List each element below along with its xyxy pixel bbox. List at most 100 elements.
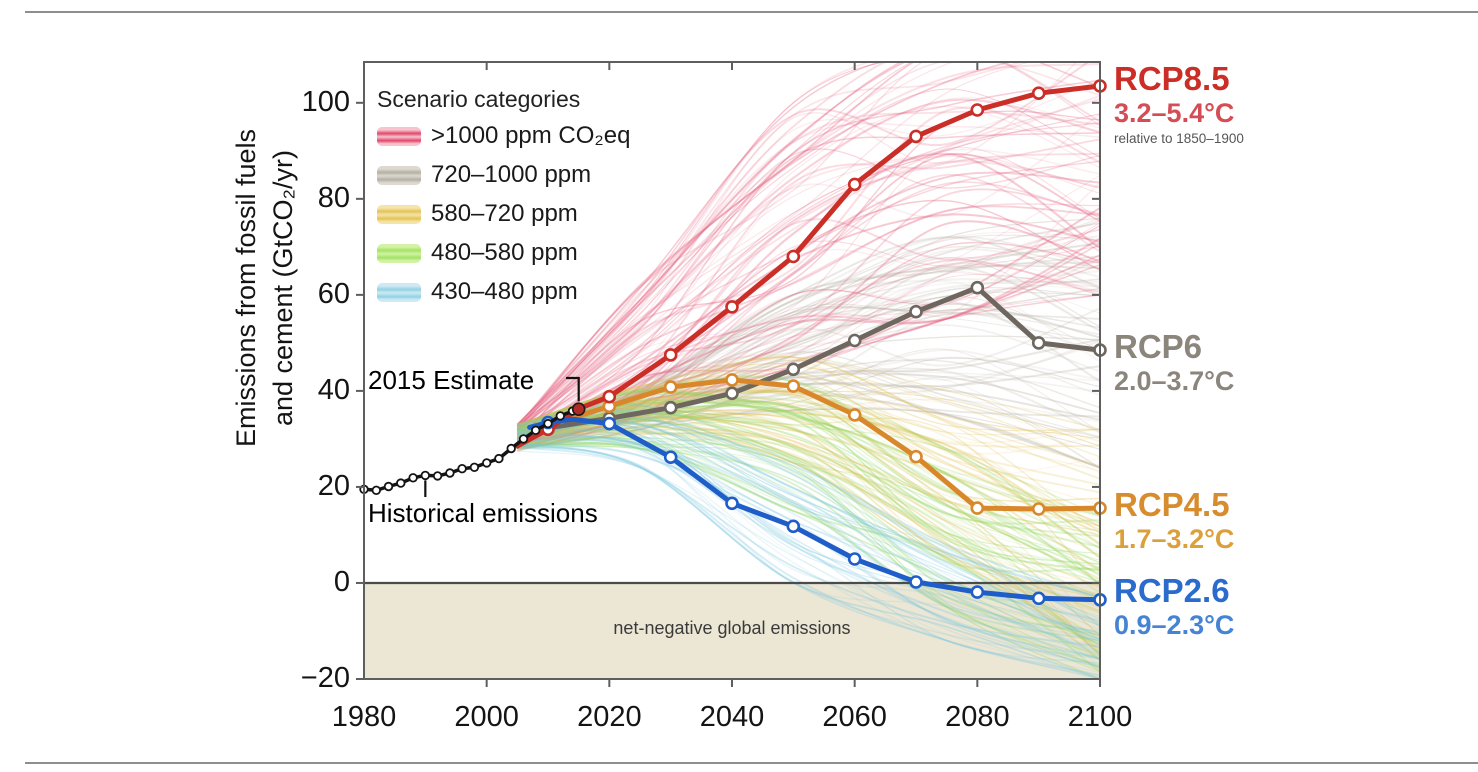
historical-emissions-annotation: Historical emissions [368, 498, 598, 528]
marker-rcp85 [725, 300, 739, 314]
x-tick-label: 2080 [945, 701, 1010, 733]
marker-rcp26 [602, 416, 617, 431]
marker-historical [518, 434, 529, 444]
rcp6-name: RCP6 [1114, 328, 1203, 365]
marker-rcp6 [663, 400, 678, 415]
x-tick-label: 2020 [577, 701, 642, 733]
legend-item-label: 720–1000 ppm [431, 161, 592, 188]
y-axis-label-line1: Emissions from fossil fuels [231, 128, 261, 448]
marker-rcp45 [847, 408, 862, 422]
net-negative-annotation: net-negative global emissions [613, 618, 851, 638]
marker-historical [531, 425, 541, 435]
marker-rcp45 [1031, 502, 1046, 516]
rcp45-temp: 1.7–3.2°C [1114, 524, 1235, 554]
marker-rcp6 [786, 362, 801, 377]
legend-item-label: 430–480 ppm [431, 278, 578, 305]
marker-rcp26 [786, 519, 801, 534]
legend-item: 720–1000 ppm [377, 161, 592, 188]
marker-rcp26 [725, 496, 739, 511]
legend-item: 430–480 ppm [377, 278, 578, 305]
y-tick-label: 60 [317, 277, 350, 310]
x-tick-label: 2100 [1067, 701, 1133, 733]
marker-historical [543, 418, 553, 429]
y-axis-label-line2: and cement (GtCO₂/yr) [268, 149, 298, 427]
rcp26-label-group: RCP2.6 0.9–2.3°C [1114, 574, 1235, 641]
estimate-connector-line [566, 376, 580, 402]
rcp85-note: relative to 1850–1900 [1114, 131, 1244, 146]
marker-rcp6 [725, 386, 739, 401]
marker-historical [482, 458, 492, 468]
marker-rcp45 [970, 501, 985, 515]
line-rcp6 [545, 285, 1103, 431]
y-tick-label: 40 [317, 373, 350, 406]
marker-historical [408, 473, 418, 483]
y-tick-label: 20 [317, 469, 350, 502]
legend-swatch [377, 282, 421, 302]
legend: Scenario categories >1000 ppm CO₂eq 720–1… [377, 86, 630, 305]
rcp85-label-group: RCP8.5 3.2–5.4°C relative to 1850–1900 [1114, 60, 1244, 147]
y-tick-label: 0 [333, 565, 350, 598]
x-tick-label: 1980 [331, 701, 397, 733]
marker-historical [420, 470, 430, 481]
marker-rcp45 [663, 380, 678, 394]
marker-historical [396, 478, 406, 488]
legend-swatch [377, 243, 421, 263]
y-tick-label: −20 [300, 662, 350, 694]
rcp6-temp: 2.0–3.7°C [1114, 366, 1235, 396]
marker-rcp85 [909, 129, 923, 144]
marker-rcp6 [847, 333, 862, 348]
rcp85-temp: 3.2–5.4°C [1114, 98, 1235, 128]
rcp26-temp: 0.9–2.3°C [1114, 610, 1235, 640]
estimate-2015-dot [571, 402, 586, 416]
legend-swatch [377, 126, 421, 146]
rcp85-name: RCP8.5 [1114, 60, 1230, 97]
legend-item: 480–580 ppm [377, 239, 578, 266]
marker-rcp85 [1031, 86, 1046, 100]
net-negative-region [364, 582, 1100, 679]
marker-rcp85 [786, 249, 801, 264]
legend-title: Scenario categories [377, 86, 581, 112]
marker-rcp26 [970, 585, 985, 599]
y-tick-label: 100 [301, 85, 350, 118]
marker-historical [383, 481, 394, 492]
marker-rcp85 [847, 177, 862, 192]
marker-historical [469, 462, 480, 472]
marker-rcp6 [1031, 336, 1046, 350]
bottom-rule [25, 762, 1478, 764]
legend-item-label: >1000 ppm CO₂eq [431, 122, 631, 149]
marker-rcp26 [909, 575, 923, 589]
tick-marks [356, 62, 1101, 687]
legend-item: 580–720 ppm [377, 200, 578, 227]
marker-historical [506, 443, 516, 454]
marker-rcp6 [970, 280, 985, 295]
marker-historical [445, 468, 455, 478]
marker-historical [494, 453, 504, 464]
marker-rcp85 [663, 348, 678, 362]
marker-rcp6 [909, 304, 923, 319]
marker-rcp45 [909, 449, 923, 464]
marker-rcp26 [663, 450, 678, 465]
legend-item: >1000 ppm CO₂eq [377, 122, 631, 149]
x-tick-label: 2040 [699, 701, 765, 733]
legend-item-label: 480–580 ppm [431, 239, 578, 266]
x-tick-label: 2060 [822, 701, 887, 733]
marker-historical [371, 485, 381, 495]
marker-rcp85 [602, 389, 617, 404]
rcp45-name: RCP4.5 [1114, 486, 1230, 523]
marker-rcp85 [970, 103, 985, 117]
estimate-2015-annotation: 2015 Estimate [368, 365, 535, 395]
top-rule [25, 11, 1478, 13]
marker-rcp26 [1031, 591, 1046, 606]
scenario-ensemble-fans [516, 62, 1100, 679]
marker-historical [432, 471, 443, 481]
line-rcp26 [527, 416, 1103, 603]
y-tick-label: 80 [317, 181, 350, 214]
y-axis-label: Emissions from fossil fuels and cement (… [228, 48, 308, 528]
marker-rcp45 [725, 373, 739, 387]
legend-swatch [377, 165, 421, 185]
x-tick-label: 2000 [454, 701, 519, 733]
legend-item-label: 580–720 ppm [431, 200, 578, 227]
marker-historical [555, 411, 565, 421]
